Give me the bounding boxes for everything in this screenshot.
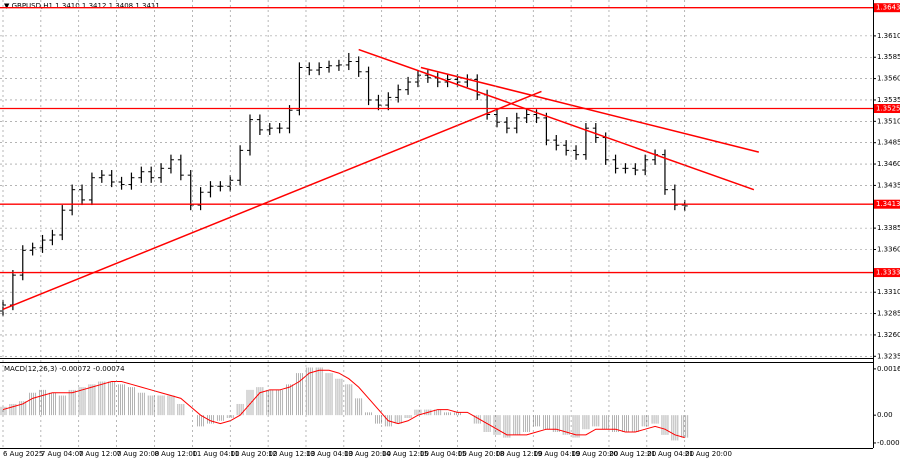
x-tick-label: 14 Aug 12:00 [382, 450, 429, 458]
y-tick-label: 1.3235 [877, 352, 900, 360]
x-tick-label: 7 Aug 04:00 [41, 450, 84, 458]
y-tick-label: 1.3485 [877, 139, 900, 147]
y-tick-label: -0.00099 [877, 439, 900, 447]
x-tick-label: 11 Aug 04:00 [192, 450, 239, 458]
trend-line [2, 90, 542, 310]
level-label-box [874, 104, 900, 114]
x-tick-label: 21 Aug 20:00 [685, 450, 732, 458]
level-label: 1.3525 [876, 105, 900, 113]
x-tick-label: 7 Aug 12:00 [79, 450, 122, 458]
x-tick-label: 18 Aug 12:00 [495, 450, 542, 458]
trend-line [420, 66, 760, 153]
y-tick-label: 1.3510 [877, 117, 900, 125]
y-tick-label: 1.3435 [877, 181, 900, 189]
y-tick-label: 0.00 [877, 411, 893, 419]
y-tick-label: 1.3610 [877, 32, 900, 40]
x-tick-label: 13 Aug 04:00 [306, 450, 353, 458]
x-tick-label: 6 Aug 2025 [3, 450, 43, 458]
x-tick-label: 12 Aug 12:00 [268, 450, 315, 458]
y-tick-label: 1.3585 [877, 53, 900, 61]
x-tick-label: 7 Aug 20:00 [117, 450, 160, 458]
x-tick-label: 11 Aug 20:00 [230, 450, 277, 458]
level-label-box [874, 3, 900, 13]
level-label-box [874, 199, 900, 209]
y-tick-label: 1.3310 [877, 288, 900, 296]
x-tick-label: 8 Aug 12:00 [154, 450, 197, 458]
y-tick-label: 1.3385 [877, 224, 900, 232]
y-tick-label: 1.3535 [877, 96, 900, 104]
x-tick-label: 19 Aug 04:00 [533, 450, 580, 458]
indicator-title: MACD(12,26,3) -0.00072 -0.00074 [4, 365, 125, 373]
x-tick-label: 19 Aug 20:00 [571, 450, 618, 458]
level-label: 1.3333 [876, 269, 900, 277]
x-tick-label: 15 Aug 20:00 [457, 450, 504, 458]
y-tick-label: 1.3360 [877, 245, 900, 253]
y-tick-label: 1.3260 [877, 331, 900, 339]
x-tick-label: 21 Aug 04:00 [647, 450, 694, 458]
y-tick-label: 1.3285 [877, 310, 900, 318]
y-tick-label: 0.00165 [877, 365, 900, 373]
y-tick-label: 1.3560 [877, 75, 900, 83]
level-label: 1.3413 [876, 200, 900, 208]
y-tick-label: 1.3460 [877, 160, 900, 168]
x-tick-label: 15 Aug 04:00 [420, 450, 467, 458]
level-label: 1.3643 [876, 4, 900, 12]
level-label-box [874, 268, 900, 278]
x-tick-label: 20 Aug 12:00 [609, 450, 656, 458]
trend-line [358, 48, 755, 191]
x-tick-label: 13 Aug 20:00 [344, 450, 391, 458]
chart-title: ▼ GBPUSD,H1 1.3410 1.3412 1.3408 1.3411 [4, 2, 160, 10]
